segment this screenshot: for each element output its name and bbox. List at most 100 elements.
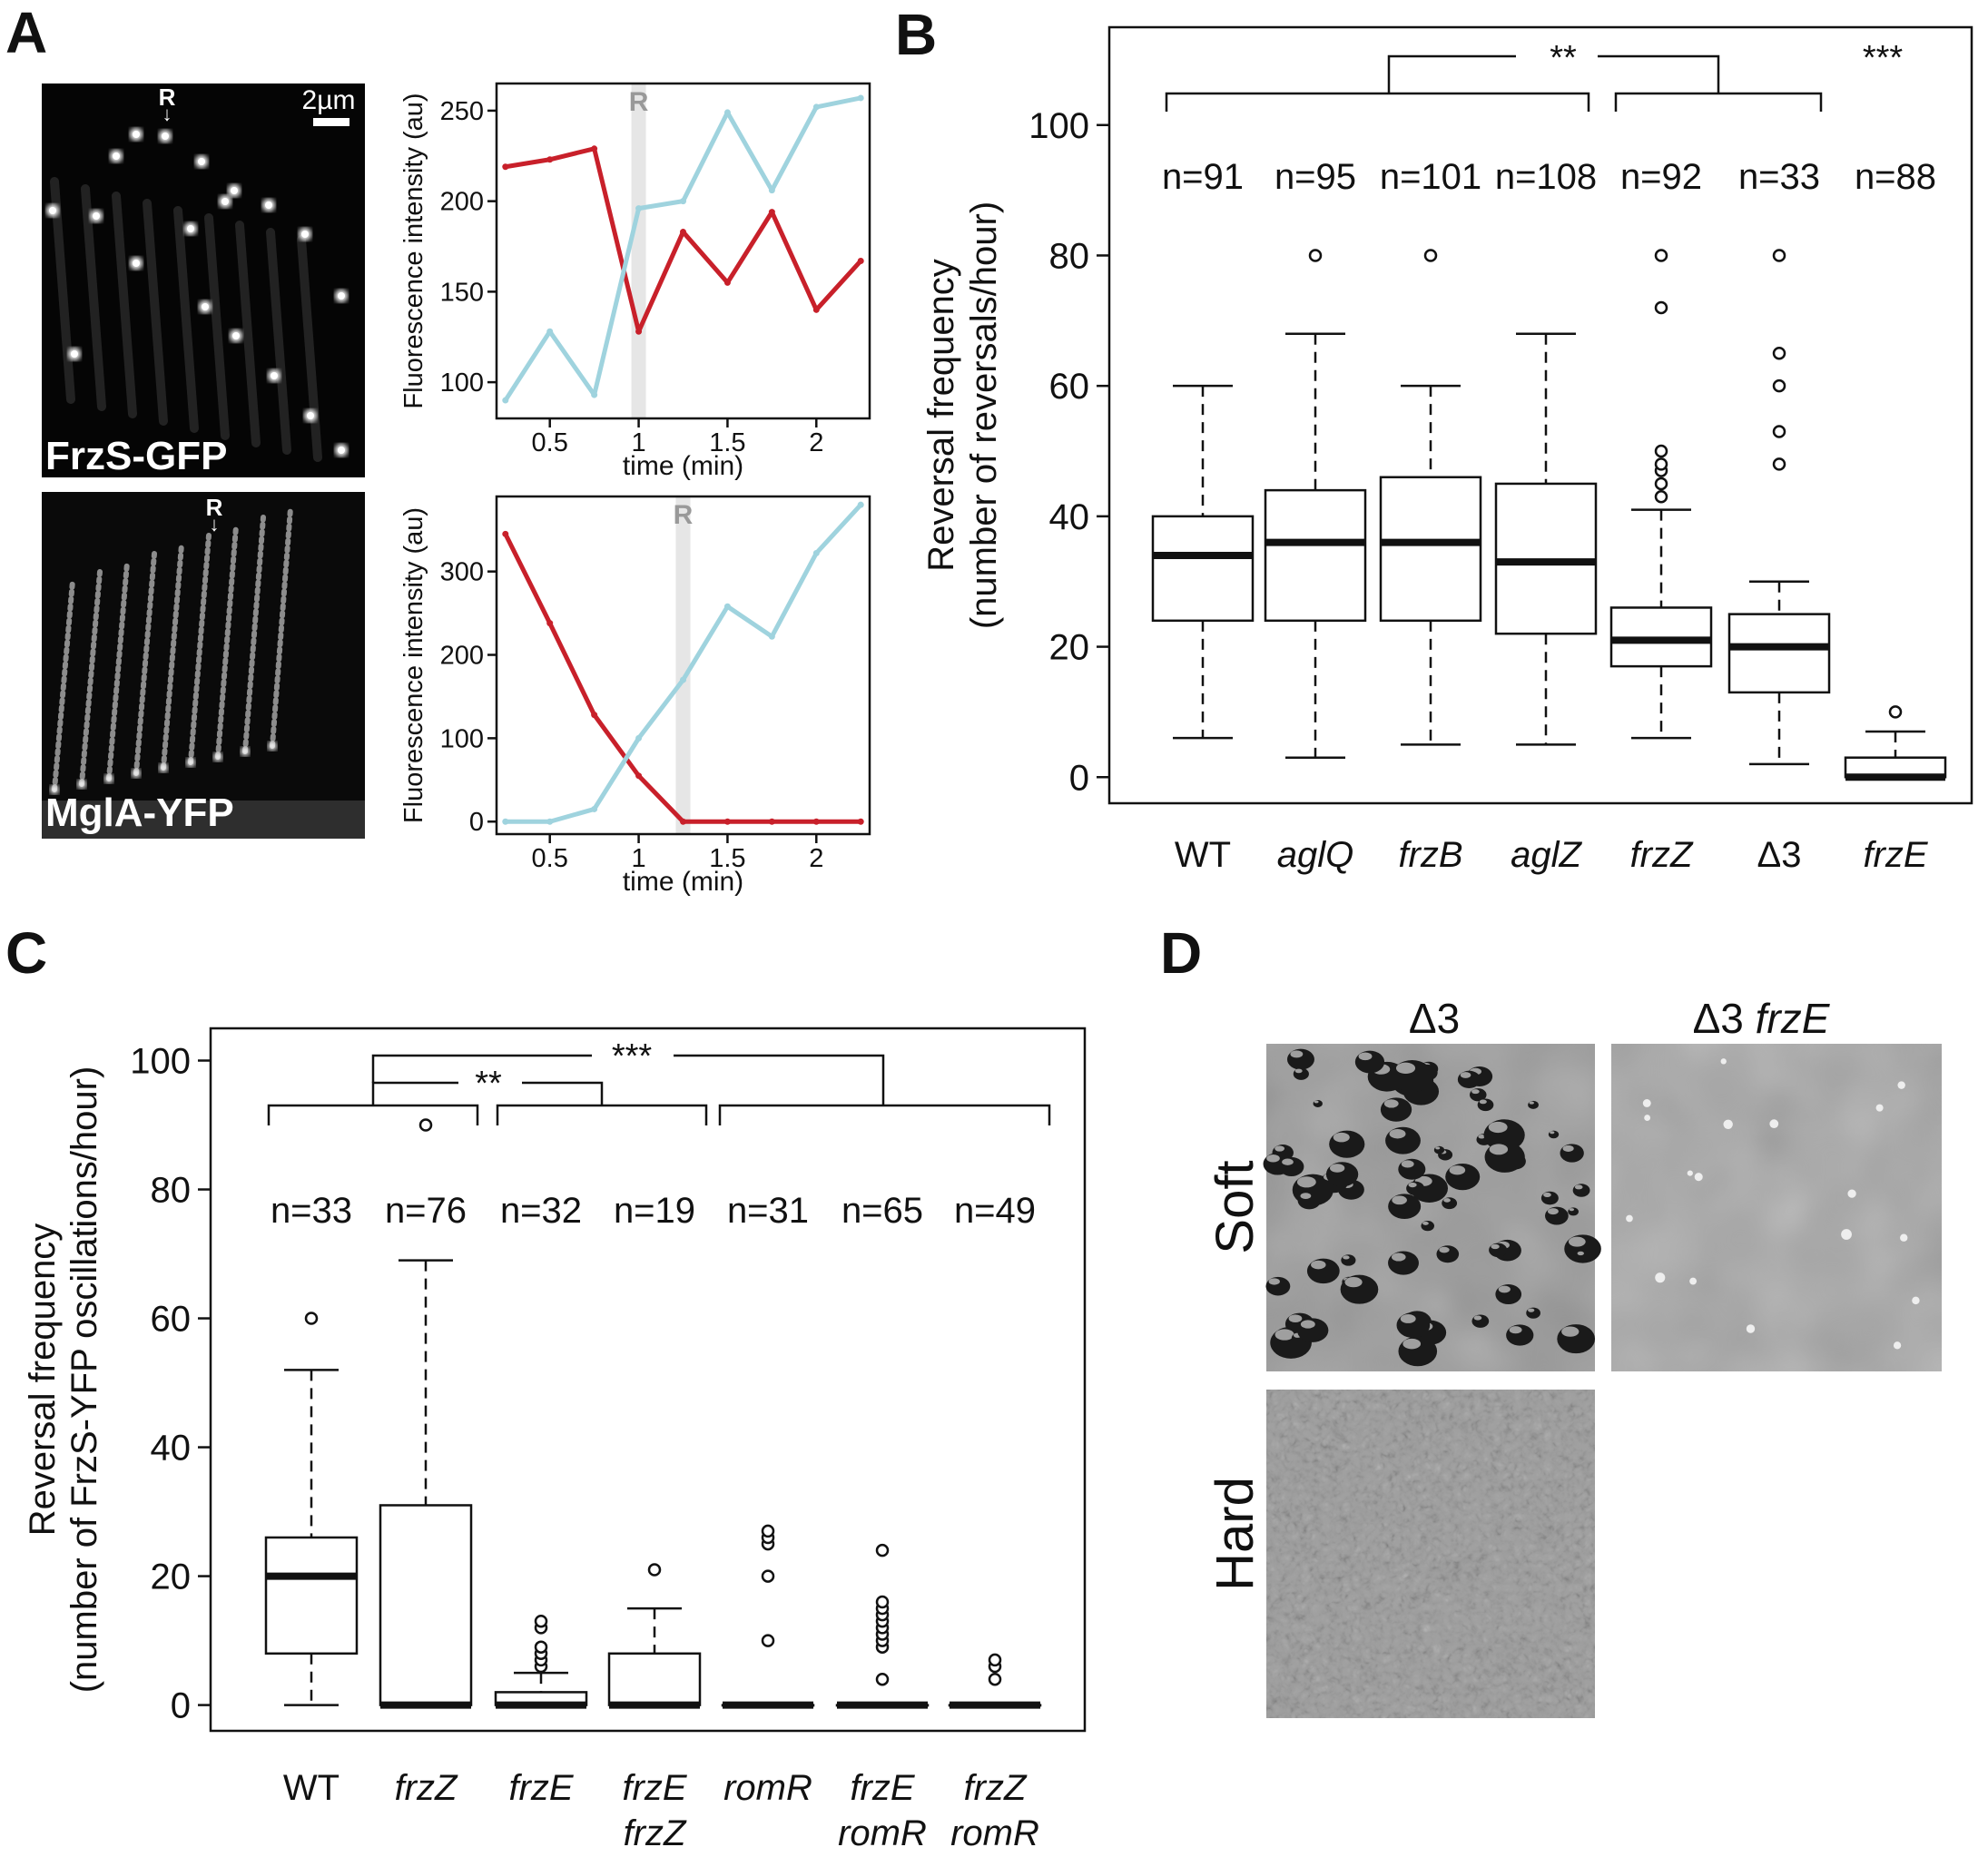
y-tick-label: 20 xyxy=(1049,628,1090,668)
aggregate-highlight xyxy=(1395,1062,1416,1075)
fluorescent-spot-core xyxy=(231,187,238,194)
cell-streak xyxy=(143,199,168,426)
cell-streak xyxy=(242,515,266,754)
box-1 xyxy=(379,1118,473,1709)
line-chart-frzs: R 100 150 200 250 0.5 1 1.5 2 time (min) Fluoresce… xyxy=(399,82,871,481)
cell-streak xyxy=(106,560,130,781)
y-tick-label: 200 xyxy=(440,188,484,217)
data-point xyxy=(546,620,554,627)
n-label: n=32 xyxy=(500,1191,582,1231)
fluorescent-spot-core xyxy=(301,231,309,238)
label-mask xyxy=(1516,40,1598,71)
plot-frame xyxy=(495,495,871,836)
speck xyxy=(1687,1170,1693,1176)
y-tick-label: 80 xyxy=(151,1171,192,1211)
cell-streak xyxy=(266,228,291,455)
y-axis-label-2: (number of reversals/hour) xyxy=(964,201,1004,629)
aggregate-highlight xyxy=(1491,1243,1500,1250)
outlier xyxy=(418,1118,433,1132)
significance-bracket xyxy=(496,1104,708,1125)
x-tick-label: 1 xyxy=(632,844,646,873)
cell-streak xyxy=(215,524,239,760)
y-tick-label: 40 xyxy=(151,1429,192,1469)
y-tick-label: 60 xyxy=(151,1300,192,1340)
outlier xyxy=(988,1672,1002,1686)
aggregate-highlight xyxy=(1343,1255,1350,1260)
data-point xyxy=(635,772,643,780)
fluorescent-spot xyxy=(213,752,222,761)
y-axis-label: Reversal frequency xyxy=(23,1223,63,1537)
outlier xyxy=(1654,457,1668,471)
plot-frame xyxy=(1107,25,1973,805)
photo-soft-d3-frze xyxy=(1611,1044,1942,1371)
outlier xyxy=(534,1640,548,1654)
image-label-mgla-yfp: MglA-YFP xyxy=(45,791,234,835)
aggregate-highlight xyxy=(1274,1329,1294,1341)
x-category-label: frzZ xyxy=(964,1768,1028,1808)
aggregate-highlight xyxy=(1550,1131,1555,1135)
aggregate-highlight xyxy=(1473,1315,1482,1321)
speck xyxy=(1720,1058,1727,1065)
n-label: n=33 xyxy=(271,1191,352,1231)
photo-soft-d3 xyxy=(1263,1044,1601,1371)
fluorescent-spot-core xyxy=(307,412,314,419)
fluorescent-spot-core xyxy=(232,332,240,339)
fluorescent-spot-core xyxy=(187,225,194,232)
aggregate-highlight xyxy=(1314,1100,1319,1104)
x-tick-label: 2 xyxy=(809,844,823,873)
speck xyxy=(1847,1189,1856,1198)
series-line xyxy=(505,146,863,334)
x-tick-label: 1 xyxy=(632,428,646,457)
y-tick-label: 100 xyxy=(440,724,484,753)
aggregate-highlight xyxy=(1529,1101,1534,1105)
speck xyxy=(1893,1341,1902,1350)
outlier xyxy=(875,1543,890,1557)
aggregate-highlight xyxy=(1547,1208,1559,1215)
aggregate-highlight xyxy=(1435,1146,1441,1150)
x-category-label: frzE xyxy=(850,1768,915,1808)
aggregate-highlight xyxy=(1294,1068,1303,1074)
significance-label: ** xyxy=(475,1065,502,1103)
speck xyxy=(1689,1277,1698,1285)
fluorescent-spot-core xyxy=(198,158,205,165)
cell-streak xyxy=(50,177,75,404)
y-tick-label: 40 xyxy=(1049,497,1090,537)
speck xyxy=(1626,1214,1633,1223)
aggregate-highlight xyxy=(1329,1164,1345,1173)
speck xyxy=(1655,1272,1666,1283)
cell-streak xyxy=(173,206,199,433)
data-point xyxy=(812,818,820,825)
aggregate-highlight xyxy=(1268,1278,1280,1285)
cell-streak xyxy=(133,551,157,776)
box-4 xyxy=(1609,249,1713,740)
outlier xyxy=(534,1615,548,1628)
box-iqr xyxy=(1727,613,1831,694)
box-6 xyxy=(948,1653,1042,1709)
speck xyxy=(1900,1233,1908,1242)
aggregate-highlight xyxy=(1471,1089,1480,1095)
aggregate-highlight xyxy=(1569,1208,1575,1212)
label-mask xyxy=(458,1067,522,1095)
fluorescent-spot-core xyxy=(221,198,229,205)
microscopy-frzs-gfp: R ↓ 2µm FrzS-GFP xyxy=(42,84,365,478)
fluorescent-spot-core xyxy=(133,260,140,267)
significance-label: *** xyxy=(1863,39,1904,77)
data-point xyxy=(546,156,554,163)
fluorescent-spot xyxy=(159,763,168,772)
outlier xyxy=(1888,705,1903,719)
data-point xyxy=(857,501,864,508)
n-label: n=91 xyxy=(1162,157,1244,197)
x-category-label: WT xyxy=(283,1768,340,1808)
aggregate-highlight xyxy=(1528,1308,1535,1312)
data-point xyxy=(502,163,509,171)
x-tick-label: 1.5 xyxy=(709,844,745,873)
x-tick-label: 1.5 xyxy=(709,428,745,457)
data-point xyxy=(546,818,554,825)
data-point xyxy=(768,187,775,194)
line-chart-mgla: R 0 100 200 300 0.5 1 1.5 2 time (min) Fluorescenc… xyxy=(399,495,871,897)
aggregate-highlight xyxy=(1401,1160,1414,1168)
row-label-soft: Soft xyxy=(1206,1160,1265,1253)
x-category-label: frzB xyxy=(1398,835,1462,875)
n-label: n=108 xyxy=(1495,157,1597,197)
cell-streak xyxy=(188,533,212,765)
